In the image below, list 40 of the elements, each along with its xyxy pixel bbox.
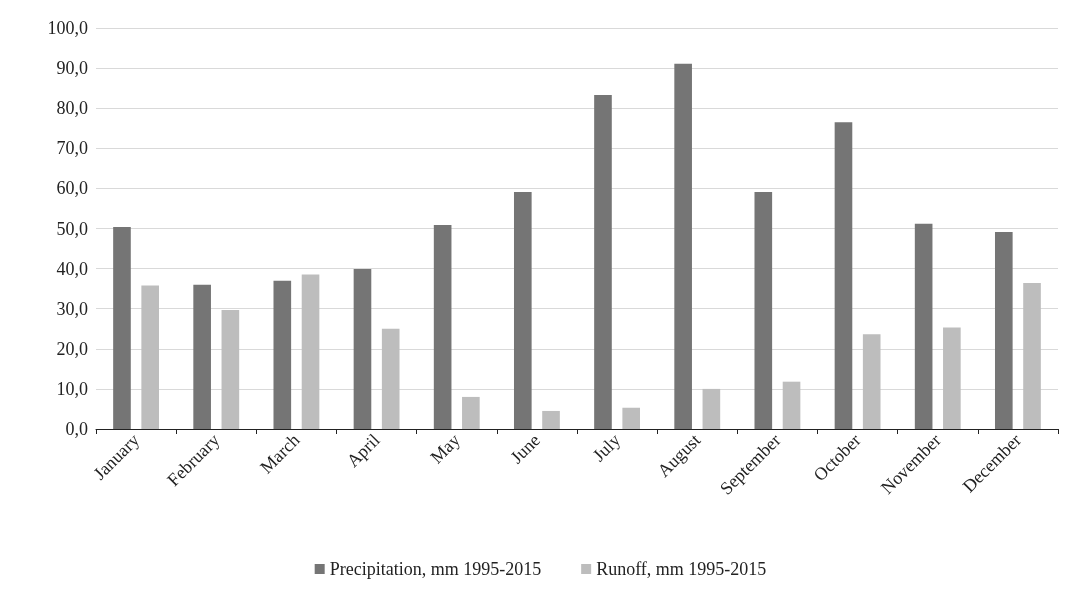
bar [353,269,372,429]
bar [301,274,320,429]
bar [513,192,532,429]
y-tick-label: 60,0 [56,178,88,199]
bar [994,232,1013,429]
bar [862,334,881,429]
y-tick-label: 10,0 [56,378,88,399]
y-tick-label: 70,0 [56,138,88,159]
y-tick-label: 50,0 [56,218,88,239]
bar [221,309,240,429]
x-tick-label: June [506,429,544,468]
bar [674,63,692,429]
x-tick-label: July [588,429,625,466]
bar [782,381,801,429]
bar [702,388,721,429]
legend-label: Precipitation, mm 1995-2015 [329,559,542,579]
bar [273,280,292,429]
bar [594,94,612,429]
y-tick-label: 30,0 [56,298,88,319]
bar [193,284,211,429]
y-tick-label: 90,0 [56,58,88,79]
bar [1023,283,1041,429]
bar [433,224,452,429]
y-tick-label: 100,0 [47,18,88,38]
bar [943,327,961,429]
y-tick-label: 20,0 [56,338,88,359]
bar [542,410,560,429]
bar [113,226,131,429]
x-tick-label: May [426,429,464,468]
bar [834,122,853,429]
bar [914,223,933,429]
legend-label: Runoff, mm 1995-2015 [596,559,767,579]
bar [381,328,400,429]
bar [622,407,641,429]
y-tick-label: 40,0 [56,258,88,279]
bar [141,285,160,429]
y-tick-label: 0,0 [65,419,88,439]
bar [462,396,480,429]
bar [754,192,773,429]
y-tick-label: 80,0 [56,98,88,119]
